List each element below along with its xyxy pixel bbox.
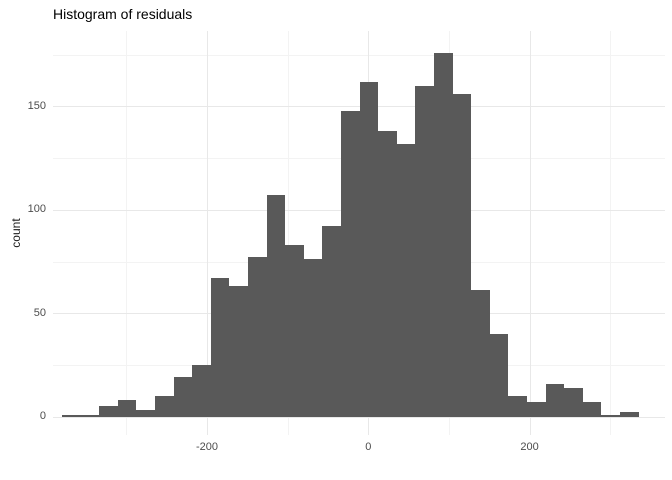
histogram-bar bbox=[99, 406, 118, 417]
gridline-x-minor bbox=[288, 31, 289, 435]
plot-panel bbox=[53, 31, 665, 435]
histogram-bar bbox=[601, 415, 620, 417]
histogram-bar bbox=[62, 415, 80, 417]
histogram-bar bbox=[136, 410, 155, 417]
x-tick-label: 200 bbox=[520, 441, 539, 453]
y-tick-label: 150 bbox=[27, 99, 46, 112]
histogram-bar bbox=[304, 259, 322, 417]
histogram-bar bbox=[211, 278, 229, 417]
histogram-bar bbox=[434, 53, 453, 417]
histogram-bar bbox=[341, 111, 360, 417]
plot-title: Histogram of residuals bbox=[53, 6, 193, 22]
x-tick-label: -200 bbox=[195, 441, 219, 453]
gridline-x-minor bbox=[126, 31, 127, 435]
gridline-x-major bbox=[530, 31, 531, 435]
histogram-bar bbox=[620, 412, 639, 417]
histogram-bar bbox=[397, 144, 415, 417]
gridline-x-major bbox=[207, 31, 208, 435]
histogram-bar bbox=[508, 396, 527, 417]
y-axis-title: count bbox=[9, 218, 23, 248]
histogram-bar bbox=[583, 402, 601, 417]
gridline-y-major bbox=[53, 417, 665, 418]
histogram-bar bbox=[248, 257, 267, 417]
histogram-bar bbox=[378, 131, 397, 417]
histogram-bar bbox=[118, 400, 136, 417]
histogram-bar bbox=[471, 290, 490, 417]
histogram-bar bbox=[174, 377, 192, 417]
histogram-bar bbox=[192, 365, 211, 417]
histogram-bar bbox=[453, 94, 471, 417]
histogram-bar bbox=[564, 388, 583, 417]
histogram-bar bbox=[527, 402, 546, 417]
y-tick-label: 0 bbox=[39, 410, 46, 423]
histogram-bar bbox=[415, 86, 434, 417]
histogram-bar bbox=[155, 396, 174, 417]
gridline-y-minor bbox=[53, 55, 665, 56]
y-tick-label: 50 bbox=[33, 306, 46, 319]
histogram-bar bbox=[546, 384, 564, 417]
x-tick-label: 0 bbox=[365, 441, 372, 453]
histogram-bar bbox=[80, 415, 99, 417]
gridline-x-minor bbox=[610, 31, 611, 435]
histogram-bar bbox=[360, 82, 378, 417]
histogram-bar bbox=[490, 334, 508, 417]
histogram-bar bbox=[229, 286, 248, 417]
histogram-bar bbox=[322, 226, 341, 417]
histogram-bar bbox=[285, 245, 304, 417]
y-tick-label: 100 bbox=[27, 203, 46, 216]
histogram-bar bbox=[267, 195, 285, 417]
gridline-y-major bbox=[53, 106, 665, 107]
